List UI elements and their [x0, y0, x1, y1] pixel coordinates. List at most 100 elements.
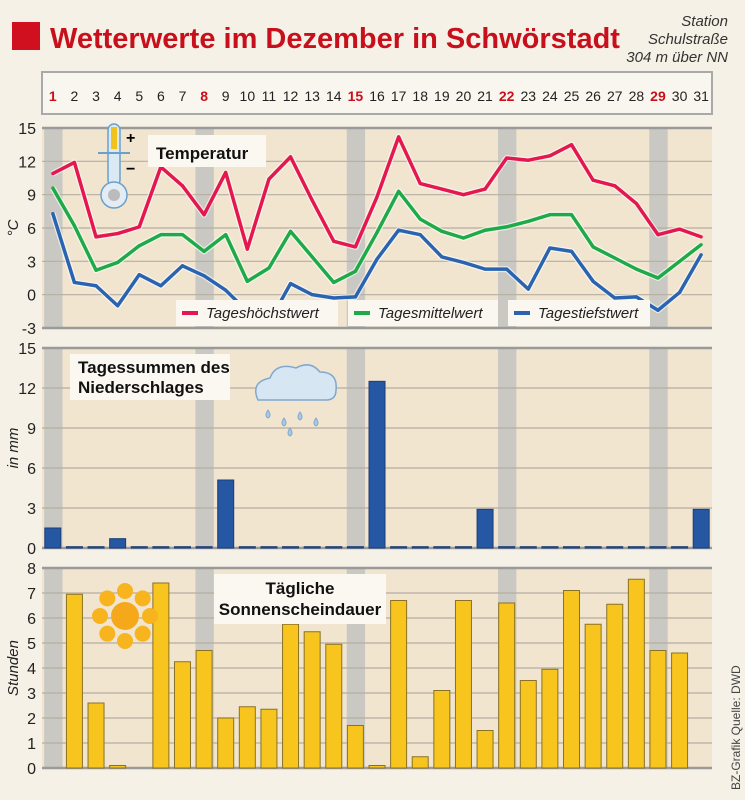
legend-label: Tageshöchstwert — [206, 305, 320, 322]
sunshine-bar — [390, 600, 408, 769]
data-point — [288, 155, 293, 159]
data-point — [461, 260, 466, 265]
title-box — [148, 135, 266, 167]
precip-bar — [541, 546, 559, 549]
day-axis-box — [41, 71, 713, 115]
data-point — [159, 233, 163, 237]
day-label: 25 — [564, 88, 580, 104]
sun-ray — [117, 633, 133, 649]
day-label: 9 — [222, 88, 230, 104]
sunshine-bar — [476, 730, 494, 769]
day-labels: 1 2 3 4 5 6 7 8 9 10 11 12 13 14 15 16 17 18 19 20 21 22 23 24 2… — [49, 88, 709, 104]
station-line-3: 304 m über NN — [626, 49, 728, 66]
sunshine-bar — [411, 756, 429, 769]
y-tick-label: 3 — [27, 254, 36, 271]
sunshine-bar — [541, 668, 559, 769]
day-label: 30 — [672, 88, 688, 104]
data-point — [677, 259, 682, 263]
legend-box — [348, 300, 498, 326]
sunshine-bar — [303, 631, 321, 769]
data-point — [72, 280, 77, 285]
data-point — [202, 274, 206, 278]
sunshine-bar — [173, 661, 191, 769]
day-label: 19 — [434, 88, 450, 104]
data-point — [267, 177, 271, 181]
precip-bar — [282, 546, 300, 549]
precip-bar — [87, 546, 105, 549]
day-label: 2 — [71, 88, 79, 104]
y-tick-label: -3 — [22, 321, 36, 338]
day-label: 10 — [240, 88, 256, 104]
y-tick-label: 5 — [27, 636, 36, 653]
y-tick-label: 3 — [27, 686, 36, 703]
sun-icon — [92, 583, 158, 649]
sunshine-bar — [606, 603, 624, 769]
precip-bar — [606, 546, 624, 549]
data-point — [613, 296, 617, 300]
data-point — [137, 273, 141, 277]
day-label: 15 — [348, 88, 364, 104]
title-marker — [12, 22, 40, 50]
data-point — [180, 233, 185, 237]
data-point — [634, 201, 638, 206]
data-point — [440, 255, 444, 259]
data-point — [116, 260, 120, 265]
data-point — [699, 235, 703, 239]
precip-bar — [325, 546, 343, 549]
sun-ray — [99, 625, 116, 642]
y-tick-label: 4 — [27, 661, 36, 678]
data-point — [397, 135, 401, 139]
sun-ray — [134, 625, 151, 642]
data-point — [224, 170, 228, 175]
sunshine-bar — [152, 582, 170, 769]
data-point — [418, 233, 422, 237]
data-point — [180, 264, 185, 268]
precip-bar — [303, 546, 321, 549]
data-point — [224, 233, 228, 237]
panel-title-line2: Niederschlages — [78, 378, 204, 397]
day-label: 5 — [135, 88, 143, 104]
day-label: 14 — [326, 88, 342, 104]
day-label: 7 — [179, 88, 187, 104]
precip-bar — [454, 546, 472, 549]
data-point — [72, 224, 77, 228]
sun-ray — [142, 608, 158, 624]
data-point — [591, 245, 595, 249]
day-label: 31 — [693, 88, 709, 104]
y-tick-label: 15 — [18, 341, 36, 358]
sunshine-bar — [433, 690, 451, 769]
data-point — [483, 187, 487, 191]
sunshine-bar — [563, 590, 581, 769]
y-tick-label: 8 — [27, 561, 36, 578]
precip-bar — [217, 479, 235, 549]
data-point — [505, 225, 509, 229]
data-point — [656, 233, 660, 237]
station-line-2: Schulstraße — [648, 31, 728, 48]
sun-ray — [117, 583, 133, 599]
sunday-stripe — [498, 348, 517, 548]
data-point — [397, 189, 401, 193]
data-point — [591, 178, 595, 182]
panel-title-line1: Tagessummen des — [78, 358, 230, 377]
thermometer-icon: +− — [98, 123, 135, 209]
day-label: 11 — [262, 88, 277, 104]
sunday-stripe — [649, 348, 668, 548]
precip-bar — [65, 546, 83, 549]
data-point — [613, 256, 617, 260]
data-point — [440, 229, 444, 233]
precip-bar — [411, 546, 429, 549]
data-point — [613, 184, 617, 188]
data-point — [548, 246, 552, 250]
data-point — [310, 198, 314, 202]
plus-sign: + — [126, 130, 135, 147]
sunshine-bar — [325, 643, 343, 769]
data-point — [310, 293, 314, 297]
data-point — [288, 229, 293, 233]
precip-bar — [519, 546, 537, 549]
sunshine-bar — [238, 706, 256, 769]
data-point — [116, 304, 120, 308]
data-point — [569, 213, 574, 217]
precipitation-panel: 0 3 6 9 12 15 in mm Tagessummen desNiederschlag… — [5, 341, 712, 558]
